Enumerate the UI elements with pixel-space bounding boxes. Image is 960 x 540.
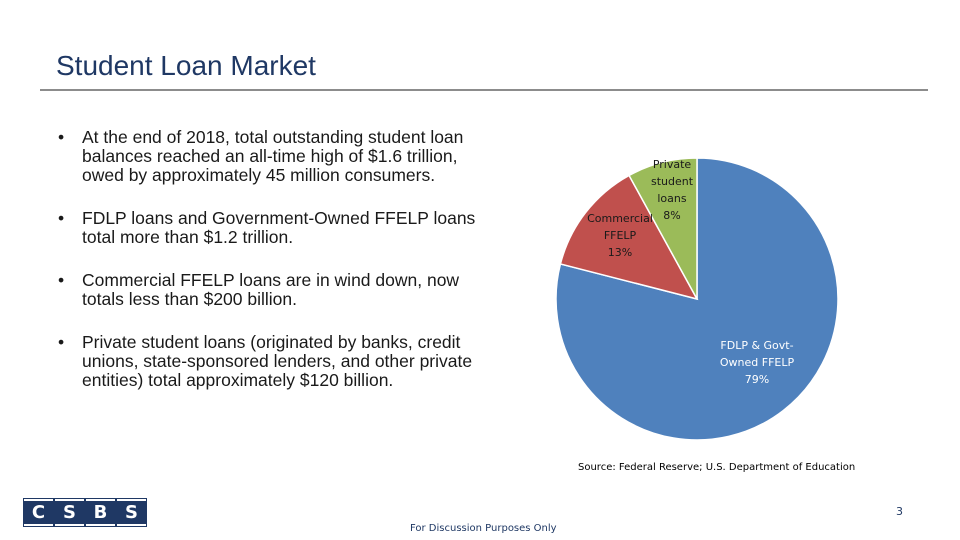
bullet-list: At the end of 2018, total outstanding st… (56, 128, 476, 414)
slice-label-line: FDLP & Govt- (720, 339, 793, 352)
slice-label: FDLP & Govt- Owned FFELP 79% (720, 339, 795, 386)
bullet-item: Commercial FFELP loans are in wind down,… (56, 271, 476, 309)
source-note: Source: Federal Reserve; U.S. Department… (578, 462, 856, 473)
slice-label-line: Private (653, 158, 692, 171)
slice-label-line: loans (657, 192, 686, 205)
logo-letter: C (24, 499, 53, 526)
slice-label: Commercial FFELP 13% (587, 212, 653, 259)
slice-percent: 8% (663, 209, 680, 222)
logo-letter: S (55, 499, 84, 526)
csbs-logo: C S B S (24, 499, 146, 526)
pie-slice (628, 157, 698, 300)
logo-letter: S (117, 499, 146, 526)
slice-label-line: Commercial (587, 212, 653, 225)
slice-label-line: FFELP (604, 229, 637, 242)
slide-title: Student Loan Market (56, 50, 316, 81)
pie-chart: FDLP & Govt- Owned FFELP 79% Commercial FFEL… (555, 157, 839, 441)
slice-percent: 79% (745, 373, 769, 386)
footer-note: For Discussion Purposes Only (410, 523, 557, 534)
bullet-item: At the end of 2018, total outstanding st… (56, 128, 476, 185)
page-number: 3 (896, 505, 903, 518)
slice-label: Private student loans 8% (651, 158, 694, 222)
slice-percent: 13% (608, 246, 632, 259)
title-divider (40, 89, 928, 91)
logo-letter: B (86, 499, 115, 526)
pie-slice (559, 174, 699, 301)
bullet-item: Private student loans (originated by ban… (56, 333, 476, 390)
bullet-item: FDLP loans and Government-Owned FFELP lo… (56, 209, 476, 247)
slice-label-line: Owned FFELP (720, 356, 795, 369)
slice-label-line: student (651, 175, 694, 188)
